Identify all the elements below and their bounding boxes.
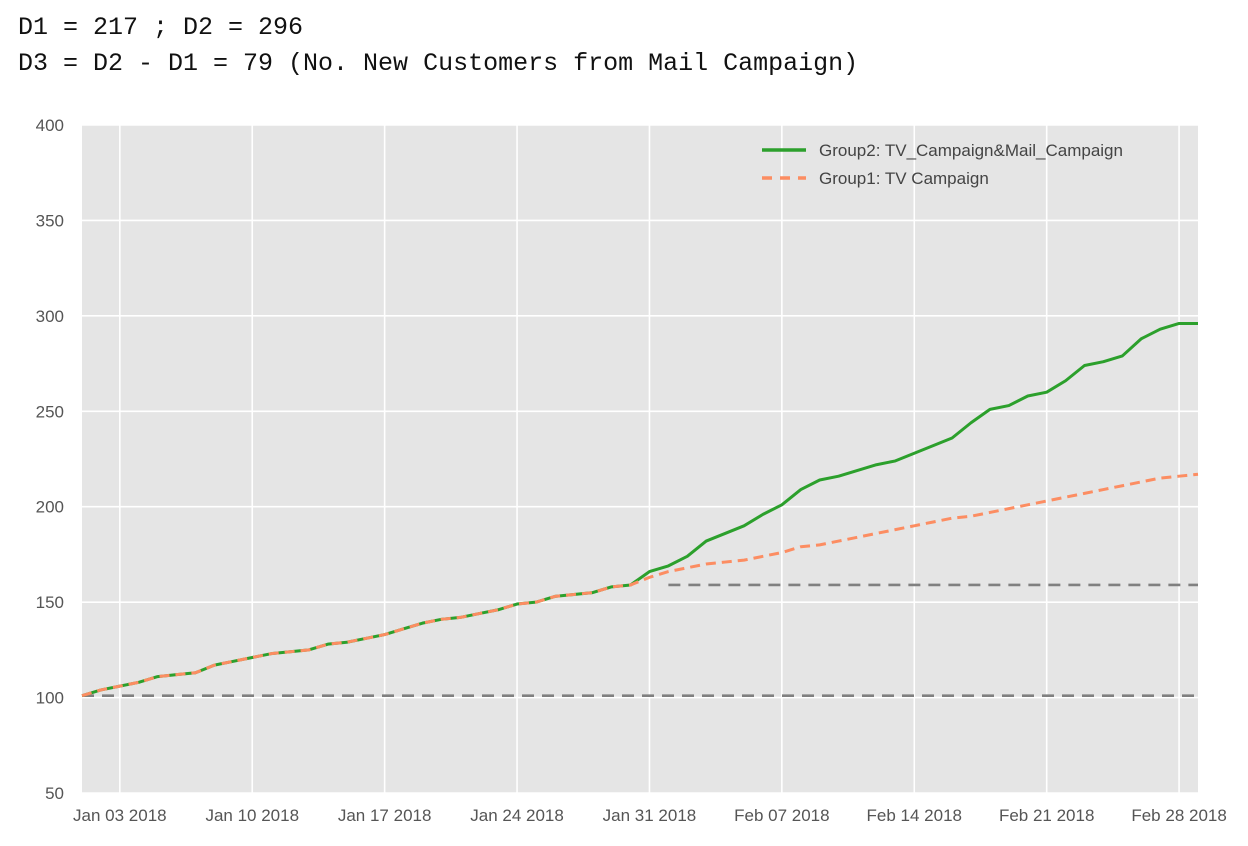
y-tick-label: 400 <box>36 116 64 135</box>
annotation-line-2: D3 = D2 - D1 = 79 (No. New Customers fro… <box>18 49 859 78</box>
y-tick-label: 200 <box>36 498 64 517</box>
series-line-group1 <box>81 472 1199 698</box>
x-tick-label: Feb 28 2018 <box>1131 806 1226 825</box>
x-tick-label: Jan 31 2018 <box>603 806 697 825</box>
reference-lines <box>82 583 1198 697</box>
series-lines <box>81 321 1199 698</box>
annotation-line-1: D1 = 217 ; D2 = 296 <box>18 13 304 42</box>
y-tick-label: 50 <box>45 784 64 803</box>
x-tick-label: Jan 10 2018 <box>205 806 299 825</box>
y-tick-label: 100 <box>36 689 64 708</box>
x-tick-label: Jan 17 2018 <box>338 806 432 825</box>
x-tick-label: Jan 03 2018 <box>73 806 167 825</box>
y-axis-ticks: 50 100 150 200 250 300 350 400 <box>36 116 64 803</box>
annotation-text: D1 = 217 ; D2 = 296 D3 = D2 - D1 = 79 (No… <box>18 10 858 82</box>
x-tick-label: Feb 07 2018 <box>734 806 829 825</box>
gridlines <box>82 124 1198 794</box>
x-tick-label: Jan 24 2018 <box>470 806 564 825</box>
legend: Group2: TV_Campaign&Mail_Campaign Group1:… <box>762 141 1123 188</box>
x-tick-label: Feb 14 2018 <box>867 806 962 825</box>
plot-background <box>82 125 1198 793</box>
legend-label-group1: Group1: TV Campaign <box>819 169 989 188</box>
series-line-group2 <box>81 321 1198 698</box>
y-tick-label: 150 <box>36 593 64 612</box>
y-tick-label: 350 <box>36 211 64 230</box>
y-tick-label: 300 <box>36 307 64 326</box>
x-tick-label: Feb 21 2018 <box>999 806 1094 825</box>
x-axis-ticks: Jan 03 2018 Jan 10 2018 Jan 17 2018 Jan 24 … <box>73 806 1227 825</box>
legend-label-group2: Group2: TV_Campaign&Mail_Campaign <box>819 141 1123 160</box>
y-tick-label: 250 <box>36 402 64 421</box>
